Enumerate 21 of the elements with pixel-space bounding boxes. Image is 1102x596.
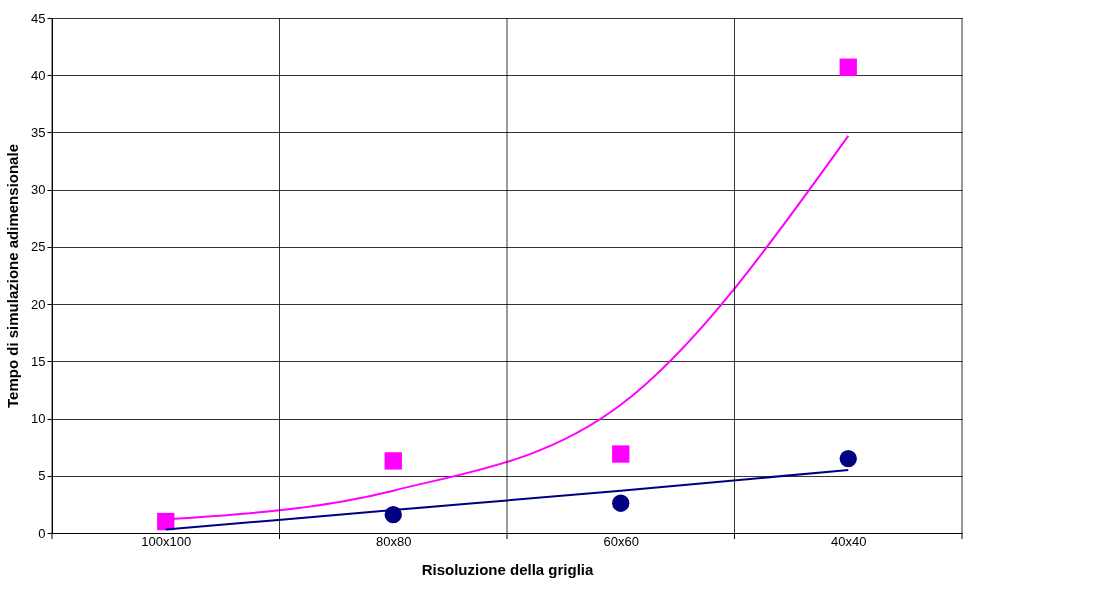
point <box>612 445 630 463</box>
y-tick-label: 25 <box>31 239 46 255</box>
x-tick-label: 100x100 <box>141 533 192 549</box>
y-tick-label: 35 <box>31 124 46 140</box>
x-tick-label: 60x60 <box>603 533 639 549</box>
point <box>839 58 857 76</box>
y-tick-label: 15 <box>31 353 46 369</box>
y-tick-label: 20 <box>31 296 46 312</box>
point <box>384 452 402 470</box>
y-tick-label: 45 <box>31 10 46 26</box>
y-axis-title: Tempo di simulazione adimensionale <box>4 144 22 408</box>
x-tick-label: 40x40 <box>831 533 867 549</box>
y-tick-label: 5 <box>38 468 46 484</box>
y-tick-label: 10 <box>31 411 46 427</box>
x-axis-title: Risoluzione della griglia <box>421 560 594 578</box>
point <box>839 449 857 468</box>
y-tick-label: 30 <box>31 182 46 198</box>
x-tick-label: 80x80 <box>376 533 412 549</box>
point <box>612 494 630 512</box>
y-tick-label: 0 <box>38 525 46 541</box>
y-tick-label: 40 <box>31 67 46 83</box>
